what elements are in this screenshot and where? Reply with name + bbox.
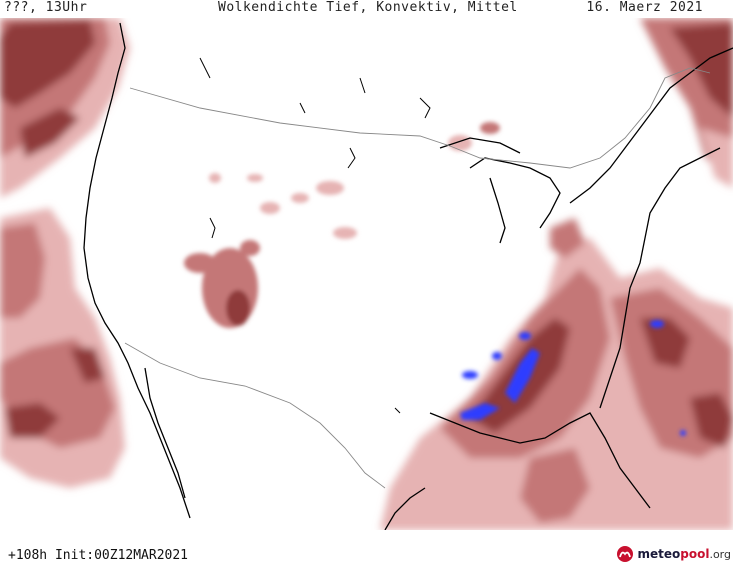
cloud-region-convective (460, 320, 686, 436)
cloud-region-pacific-southwest (0, 208, 125, 488)
map-canvas (0, 18, 733, 530)
map-title: Wolkendichte Tief, Konvektiv, Mittel (218, 0, 518, 15)
map-footer: +108h Init:00Z12MAR2021 meteopool.org (0, 530, 733, 566)
meteopool-logo-text: meteopool.org (637, 547, 731, 561)
run-label: ???, 13Uhr (4, 0, 88, 15)
border-line (124, 67, 711, 489)
map-header: ???, 13Uhr Wolkendichte Tief, Konvektiv,… (0, 0, 733, 18)
map-date: 16. Maerz 2021 (586, 0, 703, 15)
cloud-region-southeast (380, 218, 733, 530)
cloud-density-map (0, 18, 733, 530)
meteopool-logo-icon (617, 546, 634, 562)
cloud-region-interior-scattered (184, 122, 500, 328)
cloud-density-field (0, 18, 733, 530)
cloud-region-pacific-northwest (0, 18, 130, 198)
forecast-label: +108h Init:00Z12MAR2021 (8, 548, 189, 563)
meteopool-logo[interactable]: meteopool.org (616, 544, 731, 564)
logo-word-pool: pool (680, 547, 710, 561)
logo-tld: .org (709, 548, 731, 561)
cloud-region-northeast (640, 18, 733, 188)
lake-outlines (199, 57, 431, 414)
logo-word-meteo: meteo (637, 547, 681, 561)
